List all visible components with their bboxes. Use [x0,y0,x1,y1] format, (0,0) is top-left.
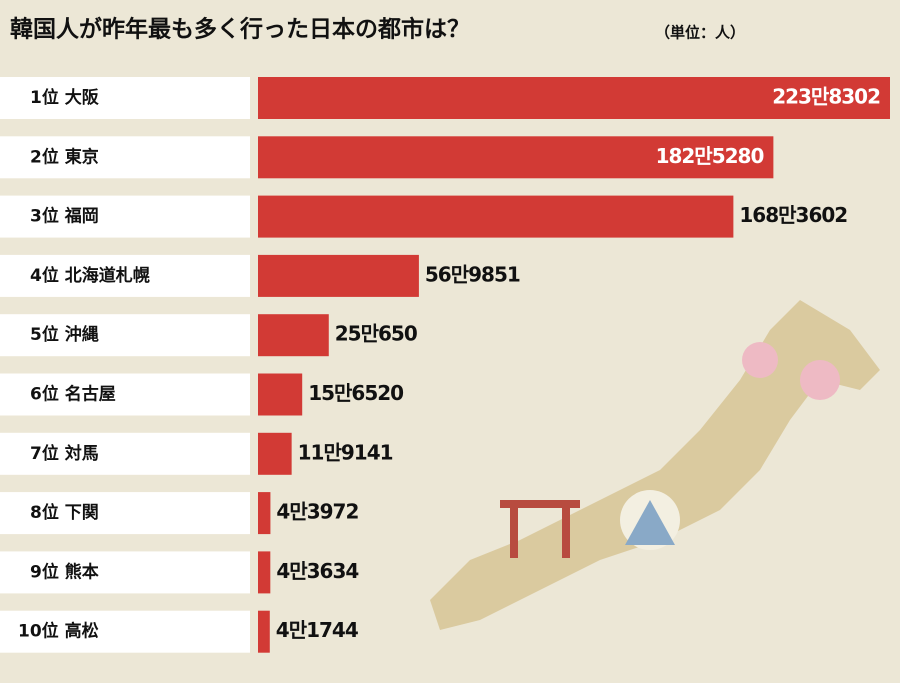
map-ornament [500,500,580,508]
label-box [0,551,250,594]
category-label: 7位 対馬 [30,443,99,464]
bar [258,373,303,416]
value-label: 4만3634 [276,559,358,583]
map-decoration [430,300,880,630]
bar [258,314,329,357]
label-box [0,77,250,119]
value-label: 223만8302 [772,85,880,109]
category-label: 2位 東京 [30,146,99,167]
bar [258,551,271,594]
category-label: 3位 福岡 [30,206,99,227]
value-label: 56만9851 [425,262,520,286]
value-label: 25만650 [335,322,417,346]
bar [258,254,419,297]
bar [258,195,734,238]
bar [258,492,271,535]
category-label: 4位 北海道札幌 [30,265,150,286]
label-box [0,314,250,357]
label-box [0,195,250,238]
category-label: 6位 名古屋 [30,384,116,405]
category-label: 10位 高松 [18,621,99,642]
map-ornament [742,342,778,378]
map-ornament [562,508,570,558]
value-label: 4만3972 [276,500,358,524]
label-box [0,136,250,179]
label-box [0,432,250,475]
bar [258,77,890,119]
map-shape [430,300,880,630]
category-label: 1位 大阪 [30,87,99,108]
category-label: 8位 下関 [30,502,99,523]
value-label: 168만3602 [739,203,847,227]
map-ornament [800,360,840,400]
label-box [0,373,250,416]
bar [258,432,292,475]
chart-title: 韓国人が昨年最も多く行った日本の都市は？ [10,16,470,43]
map-ornament [510,508,518,558]
bar [258,136,774,179]
value-label: 182만5280 [656,144,764,168]
label-box [0,254,250,297]
map-ornament [625,500,675,545]
bar [258,610,270,653]
category-label: 5位 沖縄 [30,324,99,345]
value-label: 11만9141 [298,440,393,464]
label-box [0,492,250,535]
category-label: 9位 熊本 [30,561,99,582]
value-label: 15만6520 [308,381,403,405]
value-label: 4만1744 [276,618,358,642]
label-box [0,610,250,653]
chart-subtitle: （単位：人） [655,24,745,42]
